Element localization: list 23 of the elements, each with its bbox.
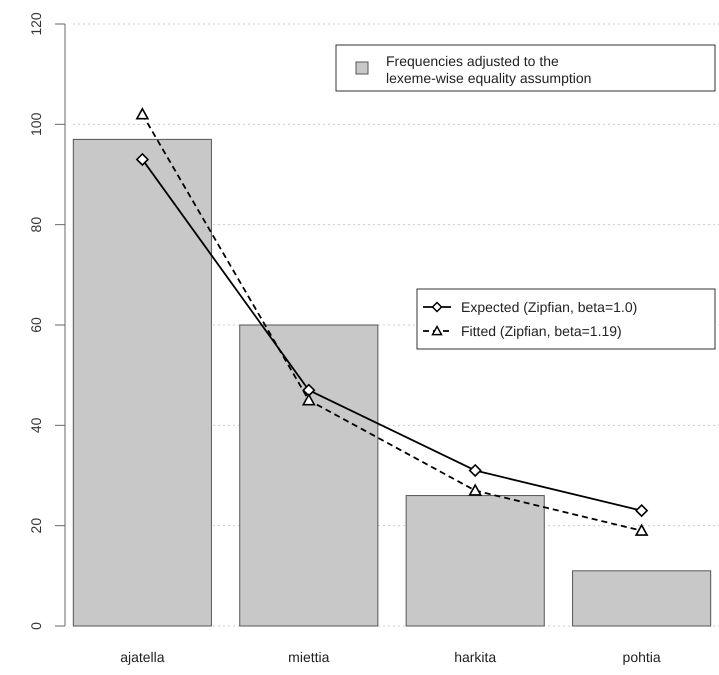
y-tick-label: 0 <box>28 622 44 630</box>
x-tick-label: harkita <box>454 649 496 665</box>
y-tick-label: 120 <box>28 12 44 36</box>
y-tick-label: 80 <box>28 216 44 232</box>
x-tick-label: pohtia <box>622 649 661 665</box>
point <box>302 394 316 406</box>
x-tick-label: ajatella <box>120 649 165 665</box>
point <box>302 384 316 397</box>
bar <box>572 570 712 626</box>
legend-label: Frequencies adjusted to the lexeme-wise equality assumption <box>386 53 592 86</box>
point <box>468 484 482 496</box>
y-tick-label: 20 <box>28 518 44 534</box>
point <box>468 464 482 477</box>
point <box>635 504 648 517</box>
y-tick-label: 40 <box>28 417 44 434</box>
point <box>136 108 149 120</box>
legend-label: Expected (Zipfian, beta=1.0) <box>461 299 638 315</box>
point <box>136 153 149 166</box>
point <box>635 524 648 536</box>
legend-label: Fitted (Zipfian, beta=1.19) <box>461 323 622 339</box>
y-tick-label: 100 <box>28 112 44 136</box>
y-tick-label: 60 <box>28 317 44 333</box>
x-tick-label: miettia <box>288 649 330 665</box>
